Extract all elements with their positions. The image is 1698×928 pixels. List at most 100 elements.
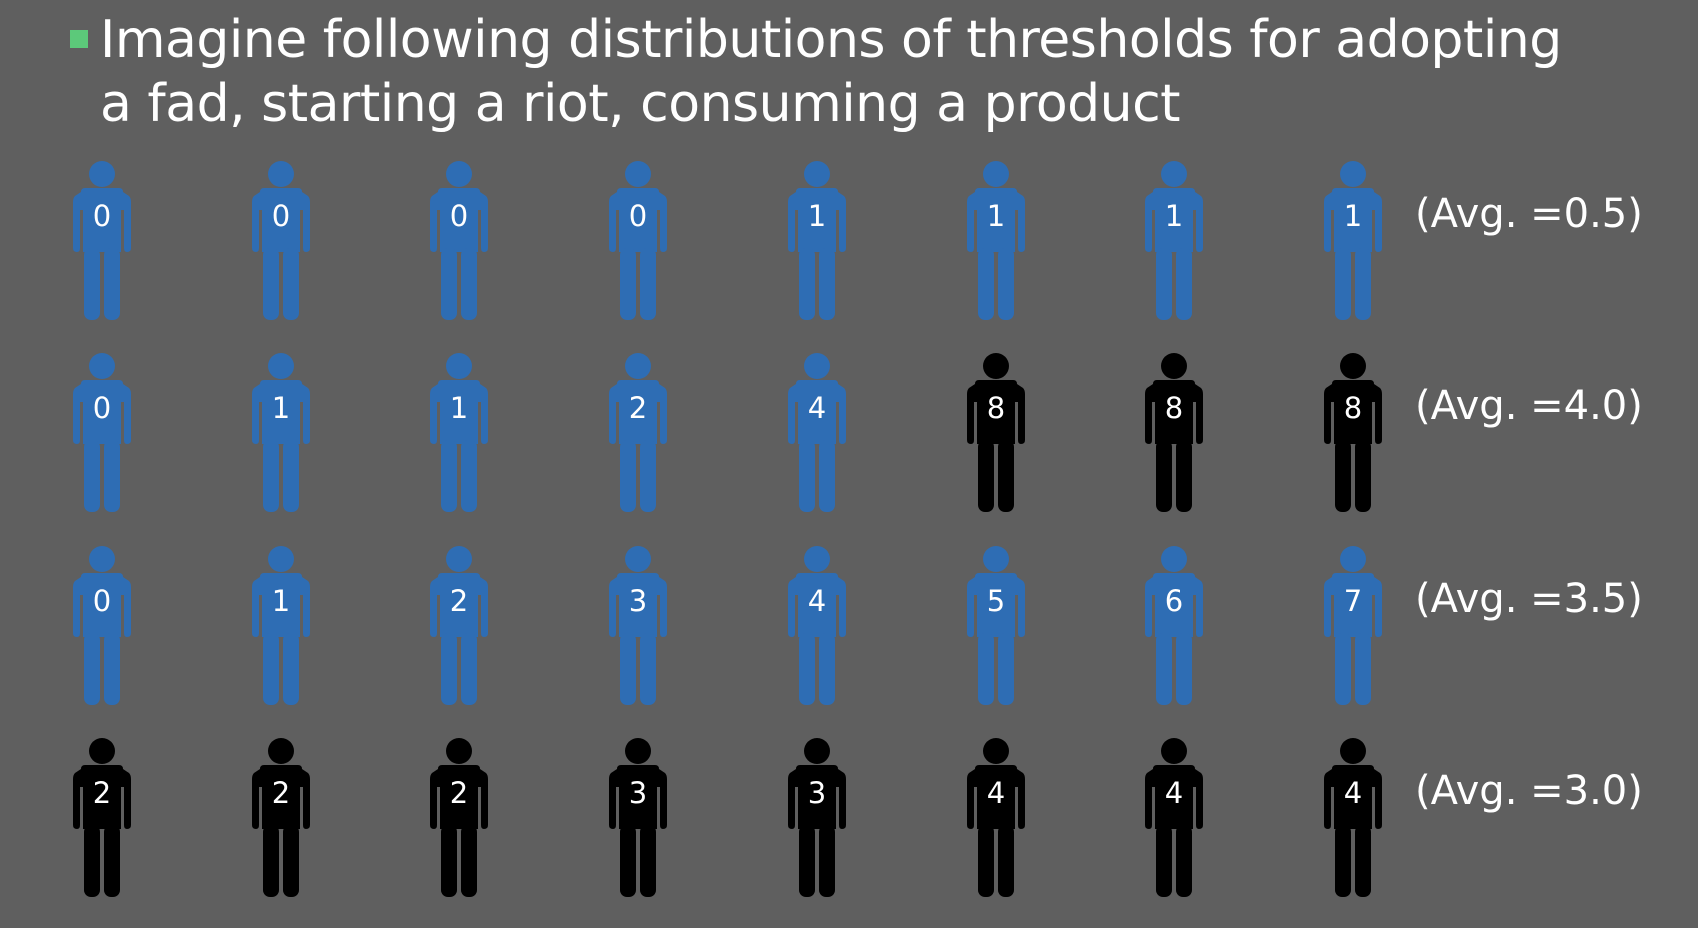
threshold-value: 0 — [628, 199, 648, 233]
threshold-value: 1 — [449, 391, 469, 425]
person-icon: 4 — [1139, 737, 1209, 899]
threshold-value: 1 — [986, 199, 1006, 233]
person-silhouette — [73, 738, 131, 897]
person-silhouette — [967, 161, 1025, 320]
threshold-value: 8 — [1164, 391, 1184, 425]
person-icon: 8 — [1139, 352, 1209, 514]
person-silhouette — [788, 546, 846, 705]
title-line-2: a fad, starting a riot, consuming a prod… — [100, 74, 1181, 134]
person-icon: 3 — [782, 737, 852, 899]
threshold-row: 2 2 2 3 3 4 4 4 (Avg. =3.0) — [0, 737, 1698, 907]
person-silhouette — [1324, 353, 1382, 512]
threshold-value: 1 — [1164, 199, 1184, 233]
person-silhouette — [430, 161, 488, 320]
person-silhouette — [788, 738, 846, 897]
person-icon: 2 — [246, 737, 316, 899]
threshold-value: 4 — [1343, 776, 1363, 810]
person-silhouette — [1145, 738, 1203, 897]
person-icon: 2 — [67, 737, 137, 899]
person-icon: 6 — [1139, 545, 1209, 707]
threshold-value: 2 — [449, 584, 469, 618]
threshold-row: 0 1 2 3 4 5 6 7 (Avg. =3.5) — [0, 545, 1698, 715]
person-silhouette — [788, 161, 846, 320]
person-silhouette — [252, 738, 310, 897]
person-silhouette — [252, 161, 310, 320]
person-silhouette — [1324, 738, 1382, 897]
person-icon: 2 — [424, 737, 494, 899]
threshold-value: 3 — [807, 776, 827, 810]
person-icon: 1 — [961, 160, 1031, 322]
title-line-1: Imagine following distributions of thres… — [100, 10, 1562, 70]
person-icon: 4 — [961, 737, 1031, 899]
person-silhouette — [1145, 353, 1203, 512]
person-icon: 0 — [67, 352, 137, 514]
threshold-value: 1 — [807, 199, 827, 233]
threshold-value: 4 — [807, 584, 827, 618]
person-icon: 8 — [1318, 352, 1388, 514]
threshold-value: 1 — [1343, 199, 1363, 233]
person-icon: 4 — [1318, 737, 1388, 899]
person-silhouette — [967, 546, 1025, 705]
threshold-value: 0 — [92, 391, 112, 425]
person-silhouette — [1324, 161, 1382, 320]
person-silhouette — [73, 353, 131, 512]
threshold-row: 0 0 0 0 1 1 1 1 (Avg. =0.5) — [0, 160, 1698, 330]
threshold-value: 7 — [1343, 584, 1363, 618]
person-icon: 3 — [603, 737, 673, 899]
person-silhouette — [609, 546, 667, 705]
average-label: (Avg. =0.5) — [1415, 191, 1643, 237]
person-silhouette — [967, 353, 1025, 512]
person-icon: 1 — [1318, 160, 1388, 322]
person-silhouette — [609, 353, 667, 512]
person-silhouette — [73, 161, 131, 320]
person-icon: 1 — [246, 545, 316, 707]
threshold-value: 4 — [807, 391, 827, 425]
person-silhouette — [73, 546, 131, 705]
average-label: (Avg. =3.0) — [1415, 768, 1643, 814]
person-icon: 1 — [782, 160, 852, 322]
threshold-value: 0 — [92, 584, 112, 618]
person-icon: 0 — [67, 545, 137, 707]
person-silhouette — [430, 546, 488, 705]
person-icon: 2 — [424, 545, 494, 707]
threshold-row: 0 1 1 2 4 8 8 8 (Avg. =4.0) — [0, 352, 1698, 522]
threshold-value: 3 — [628, 776, 648, 810]
person-icon: 1 — [424, 352, 494, 514]
threshold-value: 0 — [271, 199, 291, 233]
slide-title: Imagine following distributions of thres… — [100, 8, 1660, 136]
person-silhouette — [609, 161, 667, 320]
threshold-value: 2 — [449, 776, 469, 810]
person-silhouette — [788, 353, 846, 512]
threshold-value: 4 — [986, 776, 1006, 810]
person-icon: 0 — [603, 160, 673, 322]
person-silhouette — [1145, 161, 1203, 320]
threshold-value: 3 — [628, 584, 648, 618]
threshold-value: 2 — [628, 391, 648, 425]
person-silhouette — [609, 738, 667, 897]
person-icon: 1 — [1139, 160, 1209, 322]
threshold-value: 6 — [1164, 584, 1184, 618]
threshold-value: 4 — [1164, 776, 1184, 810]
person-icon: 4 — [782, 352, 852, 514]
square-bullet-icon — [70, 30, 88, 48]
person-silhouette — [252, 353, 310, 512]
threshold-value: 1 — [271, 584, 291, 618]
person-silhouette — [430, 353, 488, 512]
threshold-value: 2 — [92, 776, 112, 810]
threshold-value: 1 — [271, 391, 291, 425]
threshold-value: 0 — [92, 199, 112, 233]
threshold-value: 8 — [1343, 391, 1363, 425]
person-silhouette — [1324, 546, 1382, 705]
person-icon: 5 — [961, 545, 1031, 707]
person-icon: 0 — [424, 160, 494, 322]
person-icon: 4 — [782, 545, 852, 707]
person-icon: 8 — [961, 352, 1031, 514]
person-silhouette — [1145, 546, 1203, 705]
average-label: (Avg. =3.5) — [1415, 576, 1643, 622]
person-silhouette — [430, 738, 488, 897]
person-icon: 7 — [1318, 545, 1388, 707]
person-icon: 0 — [246, 160, 316, 322]
threshold-value: 5 — [986, 584, 1006, 618]
